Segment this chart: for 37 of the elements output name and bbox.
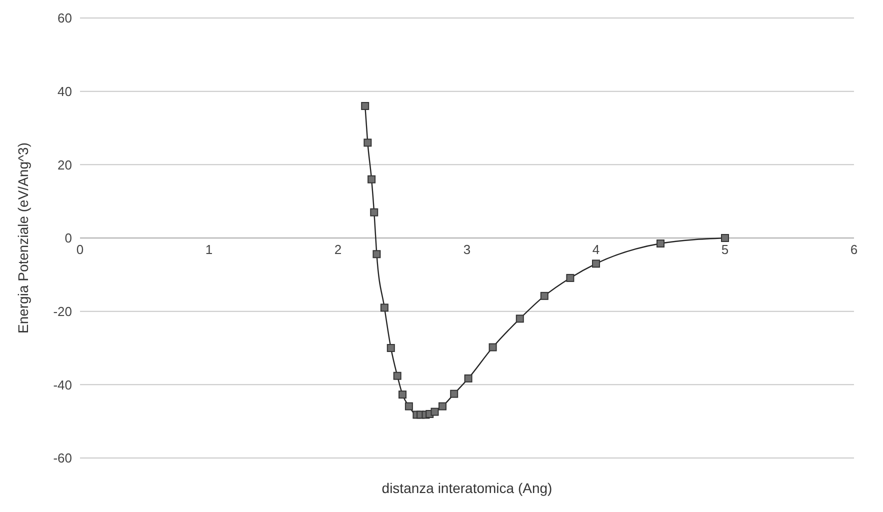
y-tick-label: 20	[58, 157, 72, 172]
point	[656, 240, 664, 248]
point	[368, 175, 376, 184]
point	[404, 402, 413, 410]
y-tick-label: 60	[58, 10, 72, 26]
point	[540, 292, 548, 300]
x-tick-label: 6	[850, 242, 858, 257]
point	[721, 234, 729, 242]
point	[398, 390, 406, 399]
x-tick-label: 4	[592, 242, 600, 257]
point	[430, 408, 439, 416]
point	[566, 274, 574, 282]
x-tick-label: 1	[205, 242, 213, 257]
y-tick-label: -20	[53, 304, 72, 319]
x-axis-title: distanza interatomica (Ang)	[382, 480, 552, 496]
point	[488, 343, 497, 352]
x-tick-label: 2	[334, 242, 342, 257]
y-tick-label: -60	[53, 450, 72, 466]
x-tick-label: 5	[721, 242, 729, 257]
point	[364, 138, 372, 147]
x-tick-label: 3	[463, 242, 471, 257]
y-axis-title: Energia Potenziale (eV/Ang^3)	[14, 142, 31, 334]
point	[464, 374, 472, 382]
point	[438, 402, 446, 410]
point	[393, 372, 402, 380]
point	[592, 260, 600, 268]
point	[516, 314, 524, 323]
point	[386, 344, 395, 352]
x-tick-label: 0	[76, 242, 84, 257]
point	[450, 390, 458, 398]
y-tick-label: 40	[58, 84, 72, 99]
point	[380, 304, 388, 312]
y-tick-label: -40	[53, 377, 72, 392]
point	[361, 102, 370, 110]
point	[370, 208, 378, 216]
point	[372, 250, 381, 258]
y-tick-label: 0	[64, 230, 72, 246]
